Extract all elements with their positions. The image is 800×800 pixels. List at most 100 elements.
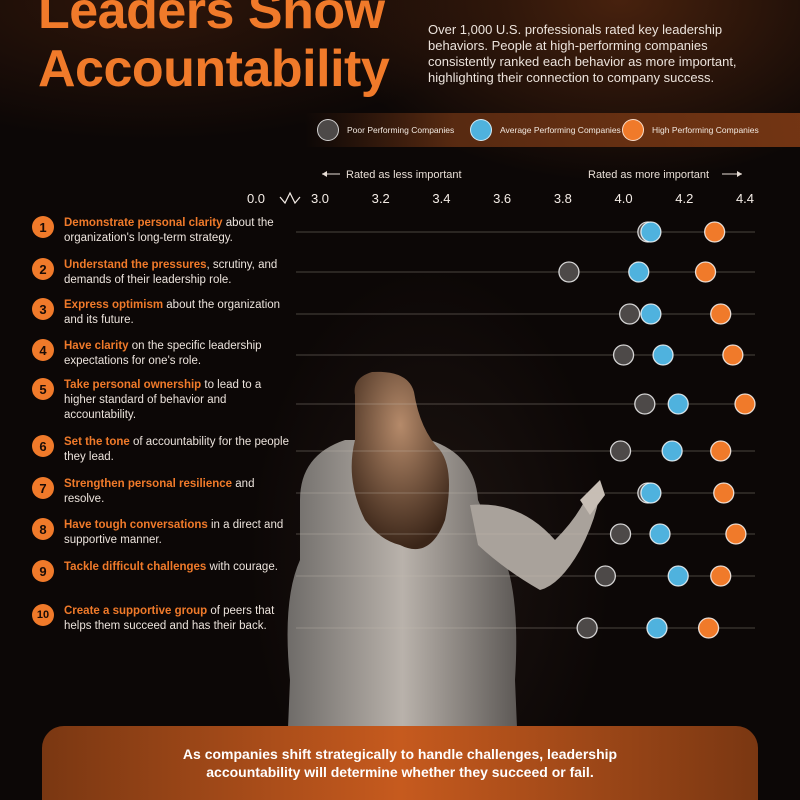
x-axis-ticks: 0.0 3.0 3.2 3.4 3.6 3.8 4.0 4.2 4.4 bbox=[247, 191, 754, 206]
data-point-average bbox=[640, 221, 662, 243]
behavior-description: with courage. bbox=[206, 561, 278, 573]
legend-item-poor: Poor Performing Companies bbox=[317, 113, 454, 147]
behavior-text: Have clarity on the specific leadership … bbox=[64, 339, 294, 369]
behavior-highlight: Strengthen personal resilience bbox=[64, 478, 233, 490]
data-point-high bbox=[713, 482, 735, 504]
behavior-highlight: Understand the pressures bbox=[64, 259, 207, 271]
behavior-text: Tackle difficult challenges with courage… bbox=[64, 560, 278, 575]
legend-dot-poor bbox=[317, 119, 339, 141]
legend-dot-average bbox=[470, 119, 492, 141]
behavior-text: Strengthen personal resilience and resol… bbox=[64, 477, 294, 507]
footer-banner: As companies shift strategically to hand… bbox=[42, 726, 758, 800]
data-point-high bbox=[697, 617, 720, 639]
data-point-poor bbox=[612, 344, 635, 366]
x-tick-label: 0.0 bbox=[247, 191, 265, 206]
data-point-high bbox=[722, 344, 744, 366]
behavior-highlight: Set the tone bbox=[64, 436, 130, 448]
data-rows bbox=[296, 221, 756, 639]
legend-label-high: High Performing Companies bbox=[652, 125, 759, 135]
behavior-item: 5 Take personal ownership to lead to a hi… bbox=[32, 378, 294, 423]
x-tick-label: 4.2 bbox=[675, 191, 693, 206]
behavior-description: , scrutiny, and demands of their leaders… bbox=[64, 259, 278, 286]
behavior-highlight: Create a supportive group bbox=[64, 605, 208, 617]
behavior-number-badge: 9 bbox=[32, 560, 54, 582]
behavior-description: of peers that helps them succeed and has… bbox=[64, 605, 275, 632]
data-point-high bbox=[710, 440, 732, 462]
data-point-high bbox=[725, 523, 747, 545]
behavior-highlight: Have tough conversations bbox=[64, 519, 208, 531]
behavior-highlight: Demonstrate personal clarity bbox=[64, 217, 223, 229]
behavior-item: 10 Create a supportive group of peers tha… bbox=[32, 604, 294, 634]
data-point-poor bbox=[594, 565, 617, 587]
behavior-text: Demonstrate personal clarity about the o… bbox=[64, 216, 294, 246]
behavior-number-badge: 6 bbox=[32, 435, 54, 457]
behavior-text: Have tough conversations in a direct and… bbox=[64, 518, 294, 548]
behavior-description: about the organization and its future. bbox=[64, 299, 281, 326]
data-point-poor bbox=[609, 523, 632, 545]
legend-dot-high bbox=[622, 119, 644, 141]
behavior-item: 8 Have tough conversations in a direct an… bbox=[32, 518, 294, 548]
behavior-number-badge: 5 bbox=[32, 378, 54, 400]
behavior-item: 2 Understand the pressures, scrutiny, and… bbox=[32, 258, 294, 288]
data-point-poor bbox=[576, 617, 598, 639]
data-point-high bbox=[703, 221, 726, 243]
behavior-description: on the specific leadership expectations … bbox=[64, 340, 262, 367]
behavior-item: 4 Have clarity on the specific leadership… bbox=[32, 339, 294, 369]
data-point-high bbox=[734, 393, 756, 415]
behavior-item: 7 Strengthen personal resilience and reso… bbox=[32, 477, 294, 507]
direction-hint-less: Rated as less important bbox=[322, 169, 462, 181]
behavior-description: in a direct and supportive manner. bbox=[64, 519, 284, 546]
data-point-average bbox=[649, 523, 671, 545]
data-point-average bbox=[646, 617, 668, 639]
behavior-highlight: Tackle difficult challenges bbox=[64, 561, 207, 573]
data-point-high bbox=[694, 261, 717, 283]
hint-more-label: Rated as more important bbox=[588, 169, 709, 181]
data-point-poor bbox=[634, 393, 656, 415]
behavior-item: 3 Express optimism about the organization… bbox=[32, 298, 294, 328]
x-tick-label: 3.8 bbox=[554, 191, 572, 206]
behavior-highlight: Have clarity bbox=[64, 340, 129, 352]
behavior-item: 1 Demonstrate personal clarity about the … bbox=[32, 216, 294, 246]
behavior-text: Express optimism about the organization … bbox=[64, 298, 294, 328]
x-tick-label: 3.6 bbox=[493, 191, 511, 206]
data-point-poor bbox=[618, 303, 641, 325]
behavior-number-badge: 10 bbox=[32, 604, 54, 626]
behavior-text: Set the tone of accountability for the p… bbox=[64, 435, 294, 465]
page-title: Leaders Show Accountability bbox=[38, 0, 390, 98]
behavior-text: Take personal ownership to lead to a hig… bbox=[64, 378, 294, 423]
x-tick-label: 3.0 bbox=[311, 191, 329, 206]
behavior-item: 6 Set the tone of accountability for the … bbox=[32, 435, 294, 465]
x-tick-label: 3.2 bbox=[372, 191, 390, 206]
behavior-text: Create a supportive group of peers that … bbox=[64, 604, 294, 634]
behavior-number-badge: 8 bbox=[32, 518, 54, 540]
behavior-description: about the organization's long-term strat… bbox=[64, 217, 274, 244]
legend-item-high: High Performing Companies bbox=[622, 113, 759, 147]
x-tick-label: 3.4 bbox=[432, 191, 450, 206]
data-point-average bbox=[640, 303, 662, 325]
behavior-number-badge: 2 bbox=[32, 258, 54, 280]
behavior-number-badge: 7 bbox=[32, 477, 54, 499]
data-point-poor bbox=[558, 261, 580, 283]
legend-item-average: Average Performing Companies bbox=[470, 113, 621, 147]
legend: Poor Performing Companies Average Perfor… bbox=[305, 113, 800, 147]
data-point-high bbox=[710, 565, 732, 587]
legend-label-average: Average Performing Companies bbox=[500, 125, 621, 135]
behavior-description: to lead to a higher standard of behavior… bbox=[64, 379, 262, 421]
x-tick-label: 4.0 bbox=[615, 191, 633, 206]
data-point-average bbox=[667, 565, 689, 587]
behavior-item: 9 Tackle difficult challenges with courag… bbox=[32, 560, 294, 582]
data-point-high bbox=[710, 303, 732, 325]
x-tick-label: 4.4 bbox=[736, 191, 754, 206]
direction-hint-more: Rated as more important bbox=[588, 169, 742, 181]
behavior-number-badge: 1 bbox=[32, 216, 54, 238]
behavior-text: Understand the pressures, scrutiny, and … bbox=[64, 258, 294, 288]
legend-label-poor: Poor Performing Companies bbox=[347, 125, 455, 135]
data-point-average bbox=[661, 440, 683, 462]
hint-less-label: Rated as less important bbox=[346, 169, 462, 181]
intro-text: Over 1,000 U.S. professionals rated key … bbox=[428, 22, 737, 85]
behavior-highlight: Take personal ownership bbox=[64, 379, 202, 391]
data-point-poor bbox=[609, 440, 632, 462]
behavior-number-badge: 3 bbox=[32, 298, 54, 320]
axis-break-icon bbox=[279, 191, 301, 205]
